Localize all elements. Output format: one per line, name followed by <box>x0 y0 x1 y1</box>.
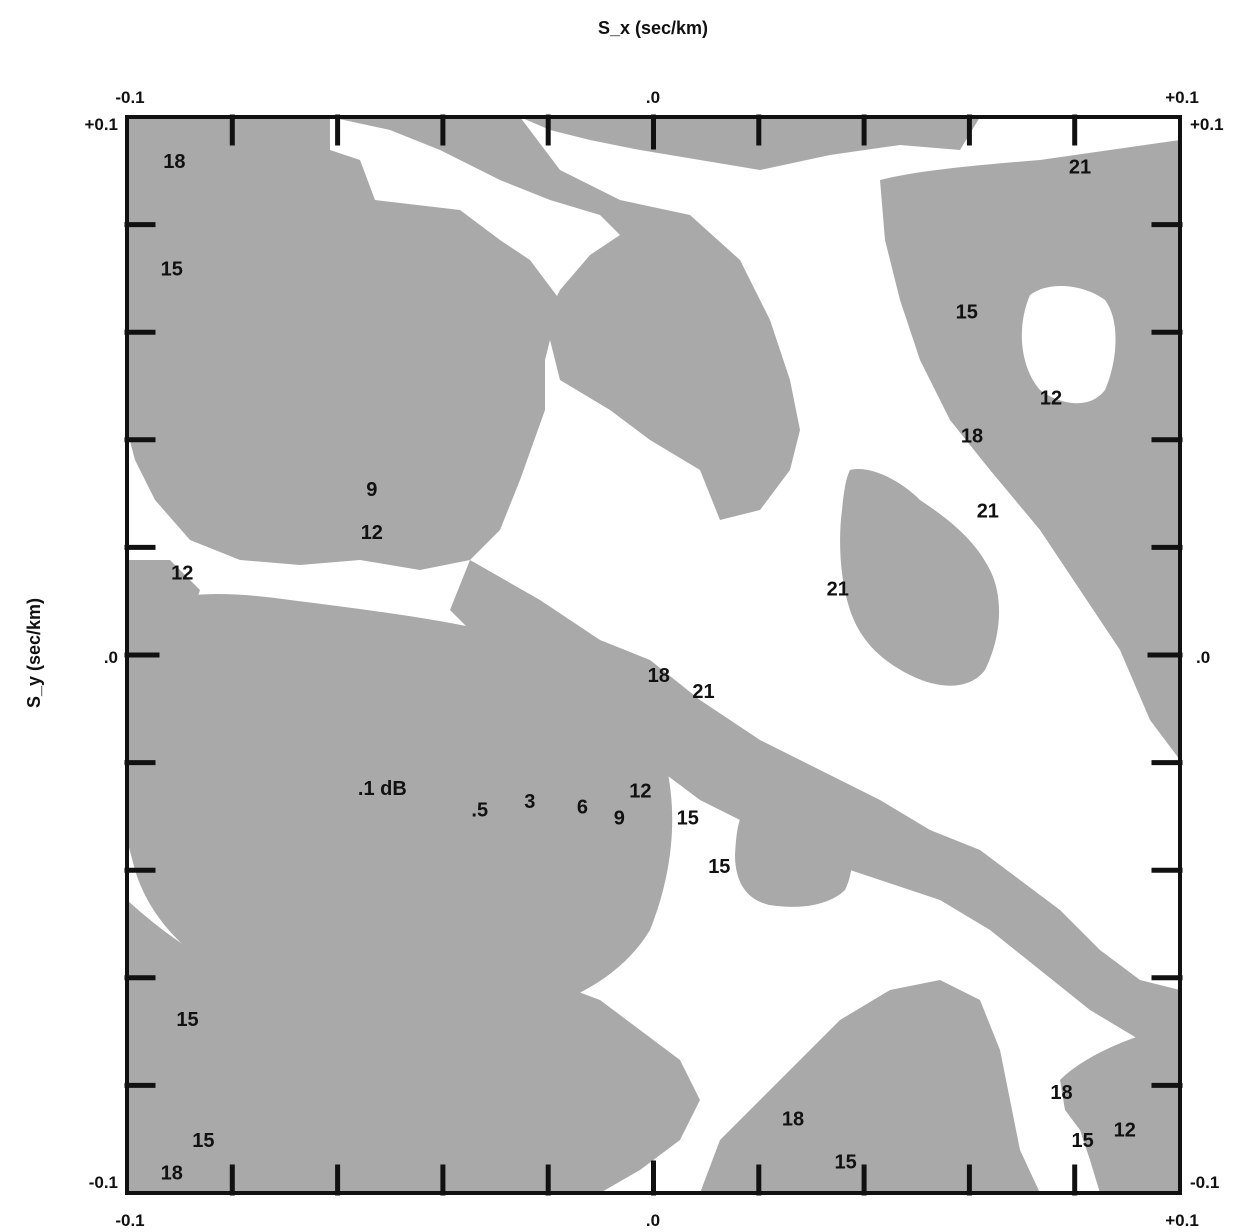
contour-label: 15 <box>956 302 978 324</box>
tick-marks <box>124 114 1183 1196</box>
contour-label: 21 <box>827 579 849 601</box>
band-center-diagonal <box>450 560 1180 1050</box>
bottom-tick-label-left: -0.1 <box>115 1211 144 1230</box>
contour-label: 9 <box>614 807 625 829</box>
contour-label: 15 <box>677 807 699 829</box>
top-tick-label-right: +0.1 <box>1165 88 1199 107</box>
bottom-tick-label-right: +0.1 <box>1165 1211 1199 1230</box>
contour-label: 12 <box>171 563 193 585</box>
band-top-left-core <box>198 322 450 509</box>
contour-label: 21 <box>1069 156 1091 178</box>
contour-label: 18 <box>648 665 670 687</box>
right-tick-label-top: +0.1 <box>1190 115 1224 134</box>
contour-label: 12 <box>361 522 383 544</box>
contour-label: 6 <box>577 797 588 819</box>
contour-label: 18 <box>961 425 983 447</box>
bottom-tick-label-center: .0 <box>646 1211 660 1230</box>
contour-label: 15 <box>161 259 183 281</box>
contour-label: 18 <box>1050 1082 1072 1104</box>
contour-label: 21 <box>692 681 714 703</box>
contour-label: 18 <box>163 151 185 173</box>
right-tick-label-center: .0 <box>1196 648 1210 667</box>
band-left-edge <box>127 560 200 650</box>
contour-label: .5 <box>471 799 488 821</box>
contour-label: 15 <box>835 1152 857 1174</box>
left-tick-label-bottom: -0.1 <box>89 1173 118 1192</box>
band-right-ring <box>1021 285 1116 404</box>
band-lower-left-inner-ring <box>275 681 545 896</box>
top-tick-label-center: .0 <box>646 88 660 107</box>
top-tick-label-left: -0.1 <box>115 88 144 107</box>
left-tick-label-center: .0 <box>104 648 118 667</box>
shaded-contour-bands <box>127 117 1180 1193</box>
band-center-small-blob <box>735 804 852 907</box>
band-bottom-left <box>127 900 700 1193</box>
band-right-outer <box>880 140 1180 760</box>
contour-label: 12 <box>1040 388 1062 410</box>
x-axis-title: S_x (sec/km) <box>598 18 708 38</box>
band-top-middle <box>330 117 800 520</box>
contour-label: 12 <box>1114 1119 1136 1141</box>
contour-label: 18 <box>161 1162 183 1184</box>
band-bottom-right <box>1060 1025 1180 1193</box>
contour-label: 12 <box>629 780 651 802</box>
contour-label: .1 dB <box>358 778 407 800</box>
contour-label: 15 <box>176 1009 198 1031</box>
left-tick-label-top: +0.1 <box>84 115 118 134</box>
contour-label: 15 <box>192 1130 214 1152</box>
right-tick-label-bottom: -0.1 <box>1190 1173 1219 1192</box>
band-bottom-middle <box>700 980 1040 1193</box>
contour-label: 15 <box>708 856 730 878</box>
contour-label: 3 <box>524 791 535 813</box>
contour-label: 18 <box>782 1109 804 1131</box>
contour-label: 15 <box>1071 1130 1093 1152</box>
band-center-right-blob <box>840 469 1000 686</box>
contour-label: 9 <box>366 479 377 501</box>
y-axis-title: S_y (sec/km) <box>24 598 44 708</box>
contour-label: 21 <box>977 501 999 523</box>
